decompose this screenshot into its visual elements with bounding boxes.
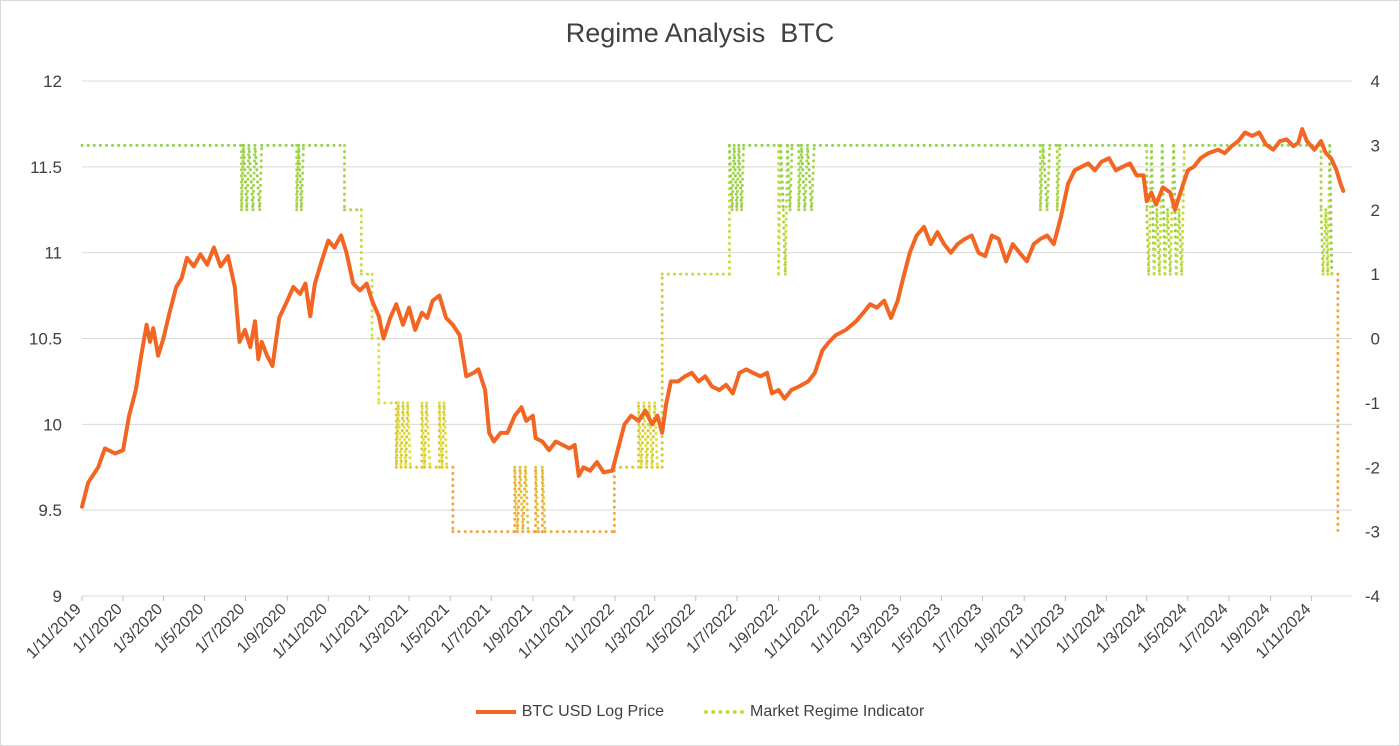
- regime-segment: [1180, 143, 1186, 276]
- regime-segment: [653, 401, 659, 469]
- x-tick-label: 1/11/2019: [23, 601, 85, 663]
- regime-segment: [810, 143, 816, 212]
- price-line: [80, 127, 1346, 509]
- regime-segment: [513, 465, 519, 534]
- left-axis-ticks: 12 11.5 11 10.5 10 9.5 9: [29, 72, 62, 606]
- y-right-tick-label: -2: [1365, 458, 1380, 477]
- right-axis-ticks: 4 3 2 1 0 -1 -2 -3 -4: [1365, 72, 1380, 606]
- regime-segment: [803, 143, 810, 212]
- regime-segment: [401, 401, 408, 469]
- regime-segment: [650, 401, 657, 469]
- regime-segment: [1145, 208, 1151, 276]
- regime-segment: [299, 143, 305, 212]
- regime-segment: [420, 401, 427, 469]
- regime-segment: [423, 401, 429, 469]
- y-right-tick-label: 1: [1371, 265, 1380, 284]
- regime-segment: [534, 465, 540, 534]
- regime-segment: [396, 401, 403, 469]
- x-axis-ticks: 1/11/20191/1/20201/3/20201/5/20201/7/202…: [23, 596, 1315, 663]
- regime-segment: [1038, 143, 1045, 212]
- regime-segment: [797, 143, 803, 212]
- regime-segment: [781, 208, 787, 276]
- legend-dots-swatch: [703, 710, 744, 714]
- regime-segment: [253, 143, 262, 212]
- regime-segment: [406, 401, 412, 469]
- legend-label-price: BTC USD Log Price: [521, 703, 664, 720]
- regime-segment: [647, 401, 654, 469]
- y-left-tick-label: 10.5: [29, 330, 62, 349]
- y-right-tick-label: 2: [1371, 201, 1380, 220]
- regime-segment: [394, 401, 400, 469]
- regime-segment: [524, 465, 530, 534]
- regime-segment: [737, 143, 744, 212]
- regime-segment: [297, 143, 303, 212]
- regime-segment: [440, 401, 446, 469]
- y-left-tick-label: 11: [44, 244, 62, 263]
- regime-segment: [1152, 208, 1159, 276]
- y-right-tick-label: -3: [1365, 523, 1380, 542]
- regime-segment: [735, 143, 741, 212]
- chart-title: Regime Analysis BTC: [565, 18, 835, 48]
- regime-segment: [732, 143, 739, 212]
- legend-item-regime[interactable]: Market Regime Indicator: [703, 703, 925, 721]
- y-right-tick-label: 0: [1371, 330, 1380, 349]
- regime-segment: [740, 143, 746, 212]
- regime-segment: [1324, 208, 1330, 276]
- regime-segment: [258, 143, 264, 212]
- regime-segment: [1328, 143, 1334, 276]
- y-right-tick-label: 4: [1371, 72, 1380, 91]
- regime-segment: [242, 143, 249, 212]
- regime-segment: [785, 143, 792, 212]
- regime-segment: [1163, 208, 1170, 276]
- legend: BTC USD Log Price Market Regime Indicato…: [0, 703, 1400, 721]
- regime-segment: [727, 143, 734, 212]
- regime-indicator-series: [80, 143, 1340, 534]
- regime-segment: [1321, 208, 1328, 276]
- y-left-tick-label: 11.5: [30, 158, 62, 177]
- regime-segment: [425, 401, 432, 469]
- regime-segment: [1041, 143, 1049, 212]
- regime-segment: [404, 401, 410, 469]
- regime-segment: [437, 401, 444, 469]
- legend-item-price[interactable]: BTC USD Log Price: [475, 703, 664, 721]
- regime-segment: [295, 143, 301, 212]
- y-right-tick-label: -4: [1365, 587, 1380, 606]
- regime-segment: [1155, 208, 1162, 276]
- regime-segment: [1166, 208, 1172, 276]
- regime-segment: [730, 143, 736, 212]
- regime-segment: [251, 143, 257, 212]
- regime-segment: [1055, 143, 1062, 212]
- regime-segment: [247, 143, 255, 212]
- y-left-tick-label: 9: [53, 587, 62, 606]
- price-series: [80, 127, 1346, 509]
- regime-segment: [399, 401, 405, 469]
- legend-label-regime: Market Regime Indicator: [749, 703, 925, 720]
- regime-segment: [637, 401, 643, 469]
- regime-segment: [799, 143, 807, 212]
- regime-segment: [1174, 208, 1181, 276]
- regime-segment: [540, 465, 547, 534]
- y-left-tick-label: 9.5: [38, 501, 62, 520]
- regime-segment: [240, 143, 246, 212]
- regime-segment: [788, 143, 794, 212]
- regime-segment: [515, 465, 522, 534]
- y-left-tick-label: 12: [43, 72, 62, 91]
- y-right-tick-label: 3: [1371, 136, 1380, 155]
- regime-segment: [1319, 208, 1325, 276]
- regime-segment: [521, 465, 528, 534]
- regime-segment: [779, 143, 785, 212]
- regime-segment: [245, 143, 251, 212]
- y-right-tick-label: -1: [1365, 394, 1380, 413]
- regime-segment: [806, 143, 814, 212]
- legend-line-swatch: [475, 710, 516, 714]
- regime-segment: [1177, 208, 1184, 276]
- regime-segment: [442, 401, 449, 469]
- grid-lines: [82, 80, 1352, 597]
- regime-segment: [518, 465, 525, 534]
- regime-segment: [1045, 143, 1052, 212]
- y-left-tick-label: 10: [43, 415, 62, 434]
